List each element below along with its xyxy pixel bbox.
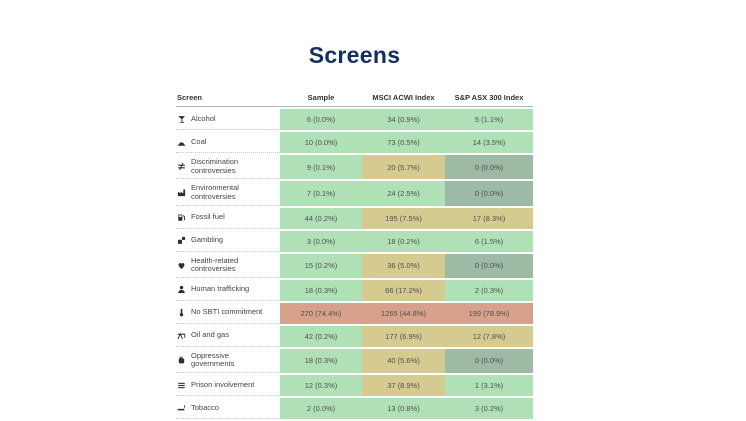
cocktail-icon (178, 115, 185, 123)
table-row: Fossil fuel 44 (0.2%) 195 (7.5%) 17 (8.3… (176, 207, 533, 229)
column-header-screen: Screen (176, 93, 280, 107)
sample-value: 2 (0.0%) (280, 398, 362, 419)
person-icon (178, 286, 185, 294)
page-title: Screens (308, 42, 401, 68)
sample-value: 15 (0.2%) (280, 253, 362, 278)
table-row: No SBTI commitment 270 (74.4%) 1265 (44.… (176, 302, 533, 324)
asx-value: 14 (3.5%) (445, 132, 533, 153)
screen-label: Health-related controversies (191, 255, 239, 274)
fist-icon (178, 356, 185, 364)
sample-value: 44 (0.2%) (280, 207, 362, 229)
asx-value: 199 (78.9%) (445, 302, 533, 324)
screen-label: Prison involvement (191, 379, 255, 389)
prison-bars-icon (178, 382, 185, 388)
screen-label: No SBTI commitment (191, 307, 263, 317)
msci-value: 177 (6.9%) (362, 325, 445, 347)
screen-label: Environmental controversies (191, 183, 239, 201)
msci-value: 40 (5.6%) (362, 348, 445, 373)
screen-label: Alcohol (191, 113, 216, 123)
screen-label: Coal (191, 136, 207, 146)
asx-value: 3 (0.2%) (445, 398, 533, 419)
msci-value: 20 (5.7%) (362, 155, 445, 180)
screen-label: Tobacco (191, 402, 219, 412)
sample-value: 42 (0.2%) (280, 325, 362, 347)
screen-label: Oppressive governments (191, 350, 235, 369)
msci-value: 18 (0.2%) (362, 230, 445, 252)
table-row: Tobacco 2 (0.0%) 13 (0.8%) 3 (0.2%) (176, 398, 533, 419)
table-row: Coal 10 (0.0%) 73 (0.5%) 14 (3.5%) (176, 132, 533, 153)
table-header-row: Screen Sample MSCI ACWI Index S&P ASX 30… (176, 93, 533, 107)
table-row: Prison involvement 12 (0.3%) 37 (8.9%) 1… (176, 375, 533, 396)
sample-value: 12 (0.3%) (280, 375, 362, 396)
sample-value: 7 (0.1%) (280, 181, 362, 206)
asx-value: 2 (0.3%) (445, 279, 533, 301)
asx-value: 0 (0.0%) (445, 155, 533, 180)
table-row: Gambling 3 (0.0%) 18 (0.2%) 6 (1.5%) (176, 230, 533, 252)
screen-label: Human trafficking (191, 284, 250, 294)
msci-value: 36 (5.0%) (362, 253, 445, 278)
msci-value: 13 (0.8%) (362, 398, 445, 419)
table-row: Discrimination controversies 9 (0.1%) 20… (176, 155, 533, 180)
msci-value: 24 (2.5%) (362, 181, 445, 206)
screen-label: Oil and gas (191, 330, 229, 340)
table-row: Oppressive governments 18 (0.3%) 40 (5.6… (176, 348, 533, 373)
asx-value: 0 (0.0%) (445, 348, 533, 373)
msci-value: 73 (0.5%) (362, 132, 445, 153)
screen-label: Fossil fuel (191, 212, 225, 222)
msci-value: 195 (7.5%) (362, 207, 445, 229)
msci-value: 1265 (44.8%) (362, 302, 445, 324)
table-row: Human trafficking 18 (0.3%) 66 (17.2%) 2… (176, 279, 533, 301)
asx-value: 0 (0.0%) (445, 181, 533, 206)
column-header-asx: S&P ASX 300 Index (445, 93, 533, 107)
thermometer-icon (179, 308, 184, 317)
sample-value: 18 (0.3%) (280, 279, 362, 301)
dice-icon (177, 236, 186, 244)
asx-value: 17 (8.3%) (445, 207, 533, 229)
msci-value: 66 (17.2%) (362, 279, 445, 301)
factory-icon (177, 189, 186, 197)
asx-value: 12 (7.8%) (445, 325, 533, 347)
asx-value: 6 (1.5%) (445, 230, 533, 252)
msci-value: 37 (8.9%) (362, 375, 445, 396)
table-row: Alcohol 6 (0.0%) 34 (0.9%) 5 (1.1%) (176, 109, 533, 130)
table-row: Environmental controversies 7 (0.1%) 24 … (176, 181, 533, 206)
sample-value: 18 (0.3%) (280, 348, 362, 373)
coal-icon (177, 141, 186, 146)
not-equal-icon (178, 162, 185, 171)
sample-value: 3 (0.0%) (280, 230, 362, 252)
asx-value: 1 (3.1%) (445, 375, 533, 396)
cigarette-icon (177, 404, 186, 410)
asx-value: 5 (1.1%) (445, 109, 533, 130)
heart-icon (178, 262, 185, 269)
sample-value: 270 (74.4%) (280, 302, 362, 324)
report-section: Screens Screen Sample MSCI ACWI Index S&… (176, 44, 533, 421)
table-row: Oil and gas 42 (0.2%) 177 (6.9%) 12 (7.8… (176, 325, 533, 347)
column-header-msci: MSCI ACWI Index (362, 93, 445, 107)
sample-value: 6 (0.0%) (280, 109, 362, 130)
column-header-sample: Sample (280, 93, 362, 107)
asx-value: 0 (0.0%) (445, 253, 533, 278)
table-row: Health-related controversies 15 (0.2%) 3… (176, 253, 533, 278)
gas-pump-icon (178, 214, 186, 221)
oil-derrick-icon (177, 333, 186, 340)
msci-value: 34 (0.9%) (362, 109, 445, 130)
sample-value: 10 (0.0%) (280, 132, 362, 153)
screens-table: Screen Sample MSCI ACWI Index S&P ASX 30… (176, 91, 533, 421)
screen-label: Discrimination controversies (191, 157, 239, 175)
screen-label: Gambling (191, 235, 224, 245)
sample-value: 9 (0.1%) (280, 155, 362, 180)
